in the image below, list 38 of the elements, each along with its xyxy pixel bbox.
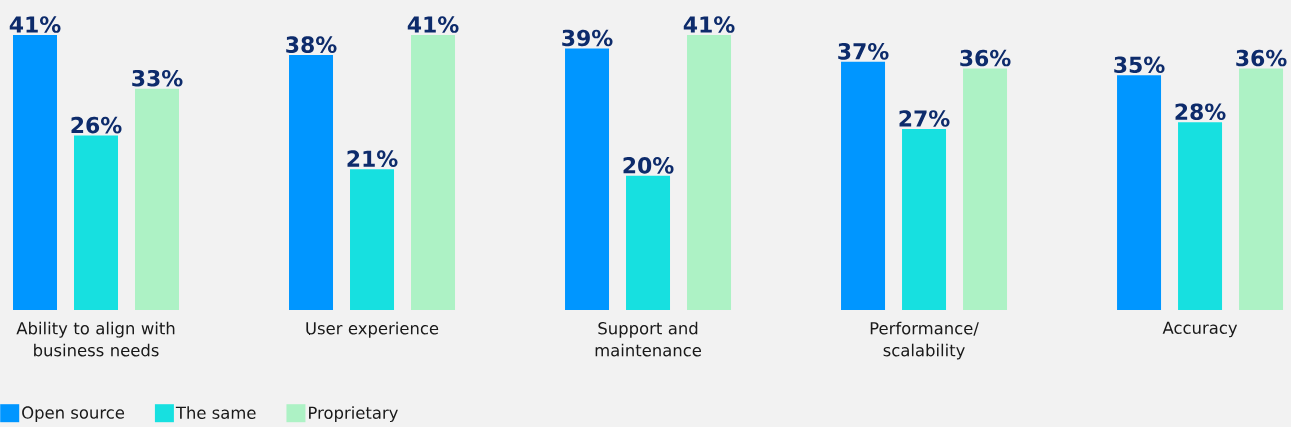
bar — [74, 135, 119, 310]
legend-label: The same — [175, 406, 256, 419]
bar — [135, 88, 180, 310]
data-label: 37% — [838, 43, 889, 60]
bar — [13, 35, 58, 310]
x-tick-label: Ability to align with business needs — [16, 321, 175, 357]
bar — [411, 35, 456, 310]
bar — [687, 35, 732, 310]
bar — [626, 175, 671, 310]
bar — [1117, 75, 1162, 310]
data-label: 36% — [960, 49, 1011, 67]
x-tick-label: User experience — [306, 321, 439, 338]
data-label: 41% — [9, 16, 61, 33]
data-label: 35% — [1114, 56, 1165, 74]
data-label: 38% — [286, 36, 337, 53]
data-label: 41% — [683, 16, 735, 33]
bar — [289, 55, 334, 310]
data-label: 26% — [71, 116, 122, 134]
x-tick-label: Accuracy — [1162, 321, 1238, 338]
legend-label: Open source — [22, 406, 125, 422]
data-label: 27% — [899, 110, 950, 127]
x-tick-label: Performance/ scalability — [870, 321, 979, 360]
data-label: 28% — [1175, 103, 1226, 120]
data-label: 41% — [407, 16, 459, 33]
data-label: 39% — [562, 29, 613, 47]
bar — [565, 48, 610, 310]
bar — [1178, 122, 1223, 310]
data-label: 36% — [1236, 49, 1287, 67]
bar — [1239, 68, 1284, 310]
bar — [350, 169, 395, 310]
legend-label: Proprietary — [309, 406, 398, 423]
data-label: 21% — [347, 150, 398, 167]
bar — [963, 68, 1008, 310]
bar — [902, 128, 947, 310]
data-label: 20% — [623, 157, 674, 174]
bar — [841, 61, 886, 310]
x-tick-label: Support and maintenance — [595, 321, 701, 357]
data-label: 33% — [132, 69, 183, 87]
